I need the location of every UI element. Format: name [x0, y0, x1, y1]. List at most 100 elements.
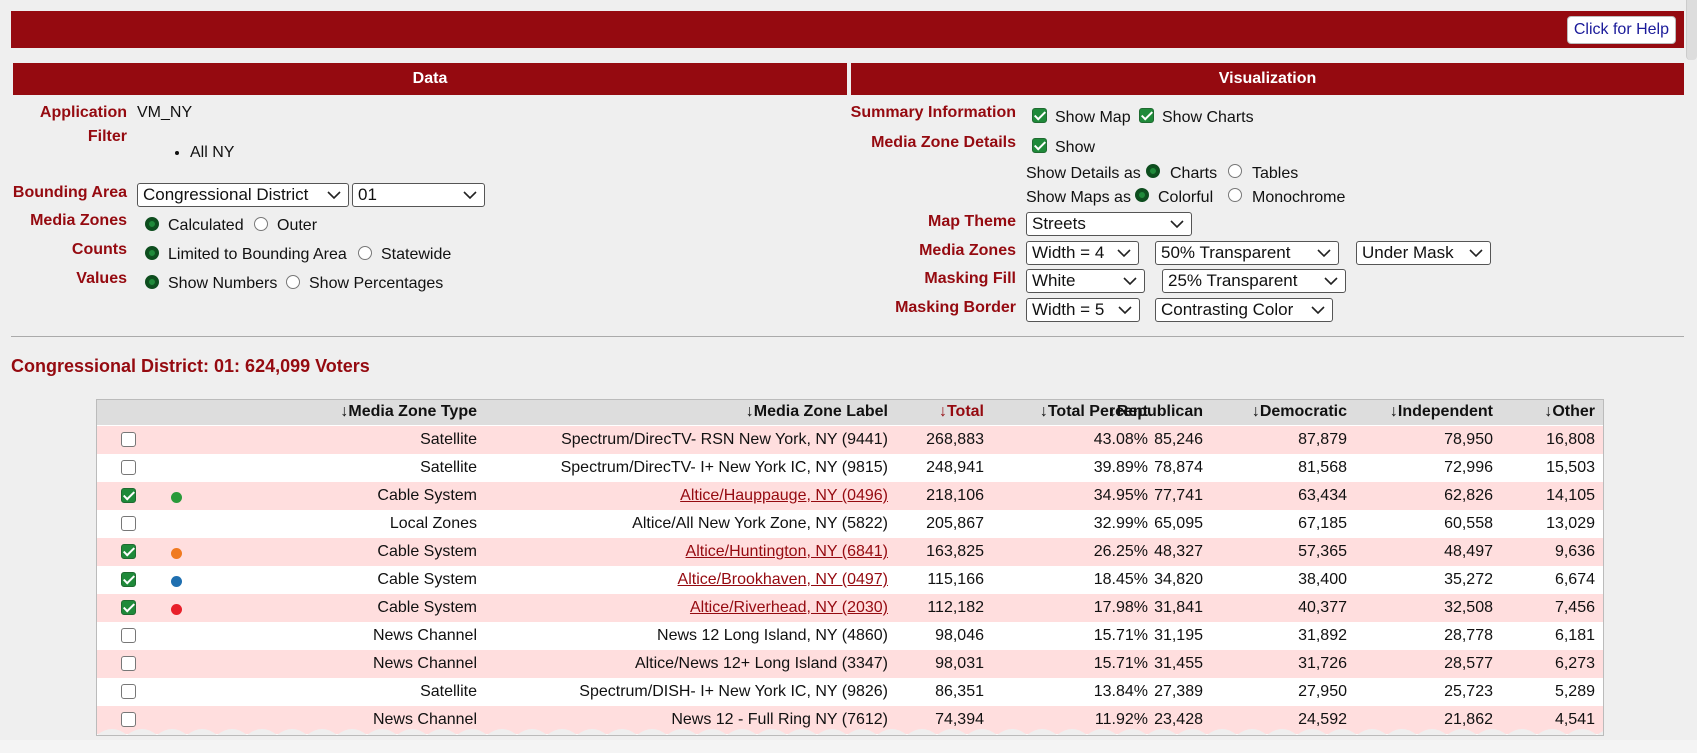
column-header-total-percent[interactable]: ↓Total Percent [1039, 403, 1148, 420]
cell-type: Cable System [377, 487, 477, 504]
values-percentages-radio[interactable] [286, 275, 300, 289]
values-numbers-radio[interactable] [145, 275, 159, 289]
counts-statewide-radio[interactable] [358, 246, 372, 260]
cell-dem: 24,592 [1298, 711, 1347, 728]
cell-percent: 17.98% [1093, 599, 1148, 616]
cell-label[interactable]: Altice/Riverhead, NY (2030) [690, 599, 888, 617]
media-zones-transparency-select[interactable]: 50% Transparent [1155, 241, 1339, 265]
cell-ind: 78,950 [1444, 431, 1493, 448]
table-row: Satellite Spectrum/DirecTV- I+ New York I… [97, 454, 1603, 482]
top-banner: Click for Help [11, 11, 1684, 48]
cell-dem: 67,185 [1298, 515, 1347, 532]
masking-fill-transparency-value: 25% Transparent [1168, 271, 1298, 290]
cell-label: News 12 Long Island, NY (4860) [657, 627, 888, 644]
cell-label: Altice/News 12+ Long Island (3347) [634, 655, 888, 672]
cell-label[interactable]: Altice/Brookhaven, NY (0497) [678, 571, 888, 589]
row-select-checkbox[interactable] [121, 488, 136, 503]
cell-total: 98,031 [935, 655, 984, 672]
cell-ind: 35,272 [1444, 571, 1493, 588]
media-zone-link[interactable]: Altice/Riverhead, NY (2030) [689, 599, 888, 616]
bounding-area-type-select[interactable]: Congressional District [137, 183, 349, 207]
values-numbers-label: Show Numbers [168, 275, 278, 292]
cell-percent: 13.84% [1093, 683, 1148, 700]
cell-label[interactable]: Altice/Hauppauge, NY (0496) [680, 487, 888, 505]
zone-color-dot [171, 492, 182, 503]
media-zone-link[interactable]: Altice/Huntington, NY (6841) [685, 543, 888, 560]
table-row: Satellite Spectrum/DISH- I+ New York IC, … [97, 678, 1603, 706]
media-zones-outer-radio[interactable] [254, 217, 268, 231]
cell-dem: 40,377 [1298, 599, 1347, 616]
map-theme-select[interactable]: Streets [1026, 212, 1192, 236]
column-header-total[interactable]: ↓Total [938, 403, 984, 420]
media-zones-calculated-radio[interactable] [145, 217, 159, 231]
media-zones-width-select[interactable]: Width = 4 [1026, 241, 1139, 265]
counts-label: Counts [71, 241, 127, 258]
media-zone-link[interactable]: Altice/Hauppauge, NY (0496) [680, 487, 888, 504]
masking-fill-transparency-select[interactable]: 25% Transparent [1162, 269, 1346, 293]
masking-border-width-value: Width = 5 [1032, 300, 1105, 319]
details-charts-label: Charts [1170, 165, 1218, 182]
filter-label: Filter [87, 128, 127, 145]
cell-ind: 28,577 [1444, 655, 1493, 672]
row-select-checkbox[interactable] [121, 572, 136, 587]
cell-label[interactable]: Altice/Huntington, NY (6841) [686, 543, 888, 561]
filter-item: All NY [190, 144, 234, 162]
cell-total: 248,941 [926, 459, 984, 476]
cell-other: 7,456 [1554, 599, 1595, 616]
bounding-area-value-select[interactable]: 01 [352, 183, 485, 207]
details-tables-radio[interactable] [1228, 164, 1242, 178]
show-map-checkbox[interactable] [1032, 108, 1047, 123]
column-header-democratic[interactable]: ↓Democratic [1251, 403, 1347, 420]
bounding-area-label: Bounding Area [12, 184, 127, 201]
horizontal-scroll-area [0, 740, 1697, 753]
cell-type: News Channel [372, 655, 477, 672]
row-select-checkbox[interactable] [121, 656, 136, 671]
row-select-checkbox[interactable] [121, 684, 136, 699]
help-button[interactable]: Click for Help [1566, 16, 1676, 44]
district-summary-title: Congressional District: 01: 624,099 Vote… [11, 356, 370, 376]
media-zone-details-show-label: Show [1055, 139, 1096, 156]
row-select-checkbox[interactable] [121, 712, 136, 727]
row-select-checkbox[interactable] [121, 516, 136, 531]
cell-ind: 48,497 [1444, 543, 1493, 560]
column-header-other[interactable]: ↓Other [1544, 403, 1595, 420]
cell-percent: 39.89% [1093, 459, 1148, 476]
details-charts-radio[interactable] [1146, 164, 1160, 178]
masking-border-color-select[interactable]: Contrasting Color [1155, 298, 1333, 322]
maps-colorful-radio[interactable] [1135, 188, 1149, 202]
row-select-checkbox[interactable] [121, 544, 136, 559]
row-select-checkbox[interactable] [121, 460, 136, 475]
cell-type: News Channel [372, 627, 477, 644]
row-select-checkbox[interactable] [121, 600, 136, 615]
row-select-checkbox[interactable] [121, 432, 136, 447]
counts-limited-radio[interactable] [145, 246, 159, 260]
cell-total: 86,351 [935, 683, 984, 700]
column-header-media-zone-type[interactable]: ↓Media Zone Type [340, 403, 477, 420]
cell-type: Cable System [377, 571, 477, 588]
table-row: Cable System Altice/Huntington, NY (6841)… [97, 538, 1603, 566]
column-header-independent[interactable]: ↓Independent [1389, 403, 1493, 420]
vertical-scrollbar[interactable] [1686, 0, 1697, 60]
row-select-checkbox[interactable] [121, 628, 136, 643]
masking-border-width-select[interactable]: Width = 5 [1026, 298, 1140, 322]
cell-rep: 65,095 [1154, 515, 1203, 532]
cell-rep: 34,820 [1154, 571, 1203, 588]
column-header-media-zone-label[interactable]: ↓Media Zone Label [745, 403, 888, 420]
cell-percent: 34.95% [1093, 487, 1148, 504]
cell-ind: 60,558 [1444, 515, 1493, 532]
cell-ind: 25,723 [1444, 683, 1493, 700]
media-zone-details-show-checkbox[interactable] [1032, 138, 1047, 153]
cell-label: News 12 - Full Ring NY (7612) [671, 711, 888, 728]
cell-total: 268,883 [926, 431, 984, 448]
show-charts-checkbox[interactable] [1139, 108, 1154, 123]
media-zone-link[interactable]: Altice/Brookhaven, NY (0497) [677, 571, 888, 588]
media-zones-mask-select[interactable]: Under Mask [1356, 241, 1491, 265]
cell-ind: 32,508 [1444, 599, 1493, 616]
cell-other: 6,674 [1554, 571, 1595, 588]
maps-monochrome-radio[interactable] [1228, 188, 1242, 202]
masking-fill-color-select[interactable]: White [1026, 269, 1145, 293]
zone-color-dot [171, 576, 182, 587]
column-header-republican[interactable]: ↓Republican [1108, 403, 1203, 420]
chevron-down-icon [327, 191, 341, 200]
cell-label: Spectrum/DirecTV- RSN New York, NY (9441… [561, 431, 888, 448]
